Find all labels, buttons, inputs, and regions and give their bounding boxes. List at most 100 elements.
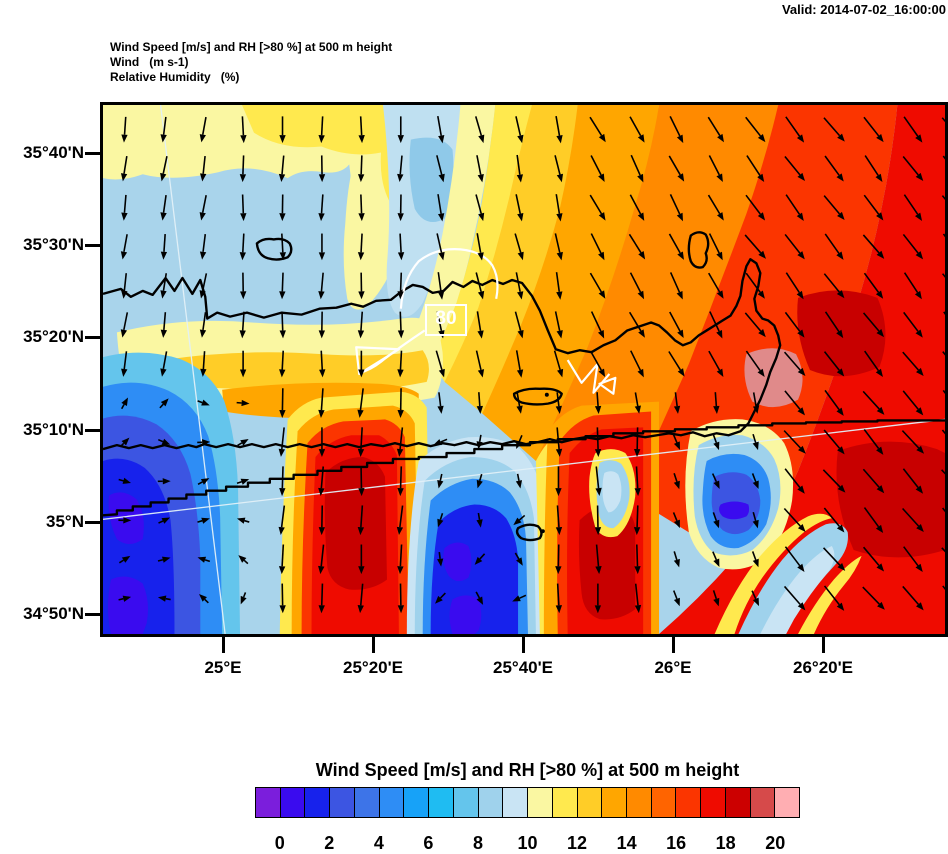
wind-vector-head bbox=[916, 524, 924, 533]
wind-vector-shaft bbox=[862, 312, 880, 332]
wind-vector-head bbox=[598, 173, 605, 183]
wind-vector-shaft bbox=[629, 194, 642, 215]
wind-vector-shaft bbox=[823, 273, 840, 293]
wind-vector-head bbox=[638, 329, 645, 338]
wind-vector-shaft bbox=[784, 311, 801, 332]
wind-vector-shaft bbox=[118, 597, 124, 601]
wind-vector-head bbox=[437, 480, 444, 489]
wind-vector-shaft bbox=[556, 505, 560, 528]
wind-vector-shaft bbox=[903, 311, 919, 332]
wind-vector-head bbox=[555, 448, 563, 457]
wind-vector-head bbox=[757, 368, 765, 378]
wind-vector-head bbox=[673, 597, 680, 607]
wind-vector-shaft bbox=[746, 155, 761, 176]
wind-vector-head bbox=[915, 172, 924, 182]
wind-vector-head bbox=[239, 369, 247, 378]
wind-vector-shaft bbox=[709, 311, 720, 332]
wind-vector-head bbox=[120, 173, 128, 182]
wind-vector-shaft bbox=[707, 272, 721, 293]
wind-vector-shaft bbox=[669, 272, 681, 293]
wind-vector-shaft bbox=[596, 427, 599, 450]
wind-vector-shaft bbox=[479, 553, 486, 560]
wind-vector-head bbox=[477, 330, 484, 339]
wind-vector-head bbox=[121, 134, 128, 143]
colorbar-cell bbox=[651, 788, 677, 817]
wind-vector-head bbox=[199, 593, 207, 602]
wind-units-label: Wind (m s-1) bbox=[110, 55, 189, 69]
wind-vector-head bbox=[512, 595, 521, 602]
wind-vector-head bbox=[357, 409, 364, 418]
wind-vector-head bbox=[716, 368, 724, 378]
wind-vector-head bbox=[240, 439, 249, 446]
colorbar-cell bbox=[676, 788, 702, 817]
rh-contour-layer bbox=[355, 248, 617, 395]
wind-vector-shaft bbox=[589, 350, 602, 371]
wind-vector-head bbox=[555, 605, 563, 614]
colorbar-cell bbox=[528, 788, 553, 817]
y-tick-label: 35°30'N bbox=[23, 235, 84, 254]
wind-vector-head bbox=[557, 368, 564, 378]
colorbar-tick-label: 4 bbox=[373, 833, 384, 853]
wind-vector-head bbox=[122, 477, 132, 484]
wind-vector-shaft bbox=[440, 438, 448, 443]
wind-vector-head bbox=[121, 212, 128, 221]
wind-vector-shaft bbox=[784, 468, 801, 488]
colorbar-tick-label: 14 bbox=[616, 833, 637, 853]
wind-vector-shaft bbox=[941, 195, 945, 200]
wind-vector-head bbox=[358, 134, 365, 144]
wind-vector-head bbox=[200, 173, 207, 182]
wind-vector-head bbox=[673, 519, 680, 529]
wind-vector-shaft bbox=[668, 233, 681, 254]
wind-vector-head bbox=[477, 290, 485, 300]
colorbar-cell bbox=[627, 788, 652, 817]
wind-vector-head bbox=[716, 329, 723, 339]
wind-vector-shaft bbox=[863, 116, 880, 137]
wind-vector-head bbox=[120, 329, 128, 338]
wind-vector-head bbox=[598, 290, 606, 299]
graticule-parallel-35N bbox=[103, 418, 945, 520]
wind-vector-shaft bbox=[359, 388, 364, 411]
wind-vector-shaft bbox=[476, 155, 482, 175]
wind-vector-shaft bbox=[514, 233, 522, 253]
y-tick-mark bbox=[85, 151, 100, 155]
wind-vector-shaft bbox=[589, 116, 603, 136]
wind-vector-shaft bbox=[475, 591, 481, 599]
wind-vector-head bbox=[516, 557, 523, 566]
islet-dot bbox=[540, 529, 545, 534]
wind-vector-head bbox=[837, 211, 845, 220]
wind-vector-head bbox=[713, 558, 720, 568]
wind-vector-shaft bbox=[707, 194, 721, 215]
wind-vector-head bbox=[876, 406, 885, 415]
wind-vector-shaft bbox=[197, 481, 203, 485]
wind-vector-shaft bbox=[436, 311, 443, 332]
wind-vector-shaft bbox=[903, 116, 919, 137]
wind-vector-shaft bbox=[475, 350, 482, 370]
wind-vector-head bbox=[836, 524, 845, 533]
wind-vector-shaft bbox=[515, 350, 521, 371]
wind-vector-head bbox=[121, 437, 130, 446]
wind-vector-shaft bbox=[902, 468, 919, 488]
y-tick-mark bbox=[85, 335, 100, 339]
wind-vector-head bbox=[433, 439, 442, 446]
wind-vector-head bbox=[876, 133, 884, 143]
wind-vector-shaft bbox=[941, 429, 945, 435]
wind-vector-head bbox=[836, 368, 845, 377]
wind-vector-shaft bbox=[360, 233, 363, 253]
wind-vector-head bbox=[438, 173, 445, 183]
wind-vector-head bbox=[713, 519, 720, 529]
wind-vector-head bbox=[876, 446, 884, 455]
wind-vector-shaft bbox=[554, 155, 561, 175]
wind-vector-head bbox=[875, 290, 884, 299]
wind-vector-head bbox=[161, 438, 171, 445]
colorbar-cell bbox=[478, 788, 504, 817]
small-ring-islet bbox=[515, 523, 543, 542]
wind-vector-shaft bbox=[555, 115, 561, 136]
wind-vector-shaft bbox=[516, 473, 520, 481]
wind-vector-shaft bbox=[281, 272, 284, 292]
colorbar-title: Wind Speed [m/s] and RH [>80 %] at 500 m… bbox=[315, 760, 740, 780]
wind-vector-shaft bbox=[201, 273, 208, 291]
wind-vector-head bbox=[837, 563, 846, 571]
wind-vector-shaft bbox=[864, 155, 879, 176]
rh-units-label: Relative Humidity (%) bbox=[110, 70, 240, 84]
